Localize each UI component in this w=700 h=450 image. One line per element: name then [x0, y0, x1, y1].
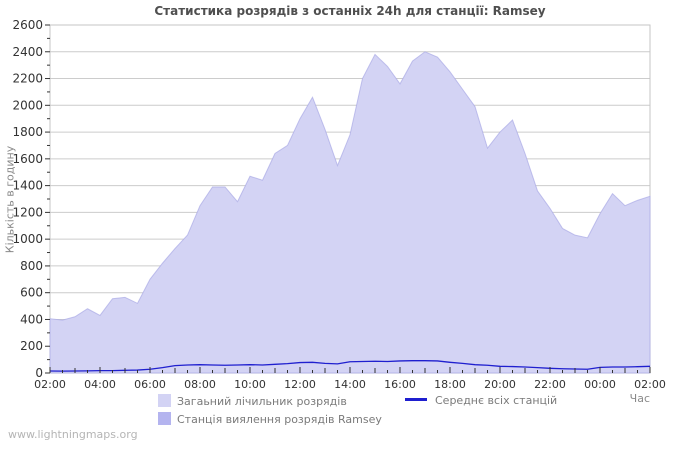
x-tick-label: 22:00 — [534, 378, 566, 391]
y-tick-label: 200 — [20, 339, 43, 353]
legend-label-average: Середнє всіх станцій — [435, 394, 558, 407]
x-tick-label: 00:00 — [584, 378, 616, 391]
y-tick-label: 600 — [20, 286, 43, 300]
y-tick-label: 400 — [20, 312, 43, 326]
x-tick-label: 16:00 — [384, 378, 416, 391]
y-tick-label: 2600 — [12, 18, 43, 32]
total-area — [49, 51, 651, 374]
x-tick-label: 20:00 — [484, 378, 516, 391]
average-line-swatch — [405, 398, 427, 401]
total-area-swatch — [158, 394, 171, 407]
y-tick-label: 2200 — [12, 72, 43, 86]
legend-label-total: Загаьний лічильник розрядів — [177, 395, 347, 408]
y-tick-label: 1400 — [12, 179, 43, 193]
y-tick-label: 2000 — [12, 98, 43, 112]
y-tick-label: 2400 — [12, 45, 43, 59]
legend-item-ramsey: Станція виялення розрядів Ramsey — [158, 412, 382, 426]
y-tick-label: 1200 — [12, 205, 43, 219]
x-tick-label: 06:00 — [134, 378, 166, 391]
x-tick-label: 02:00 — [634, 378, 666, 391]
y-tick-label: 1800 — [12, 125, 43, 139]
watermark: www.lightningmaps.org — [8, 428, 138, 441]
legend-item-total: Загаьний лічильник розрядів — [158, 394, 347, 408]
y-tick-label: 0 — [35, 366, 43, 380]
x-tick-label: 14:00 — [334, 378, 366, 391]
y-tick-label: 1000 — [12, 232, 43, 246]
x-tick-label: 10:00 — [234, 378, 266, 391]
x-tick-label: 08:00 — [184, 378, 216, 391]
x-tick-label: 04:00 — [84, 378, 116, 391]
x-axis-title: Час — [629, 392, 650, 405]
y-tick-label: 800 — [20, 259, 43, 273]
legend-item-average: Середнє всіх станцій — [405, 394, 557, 407]
legend-label-ramsey: Станція виялення розрядів Ramsey — [177, 413, 382, 426]
x-tick-label: 02:00 — [34, 378, 66, 391]
x-tick-label: 12:00 — [284, 378, 316, 391]
chart-title: Статистика розрядів з останніх 24h для с… — [154, 4, 546, 18]
ramsey-area-swatch — [158, 412, 171, 425]
x-tick-label: 18:00 — [434, 378, 466, 391]
y-tick-label: 1600 — [12, 152, 43, 166]
